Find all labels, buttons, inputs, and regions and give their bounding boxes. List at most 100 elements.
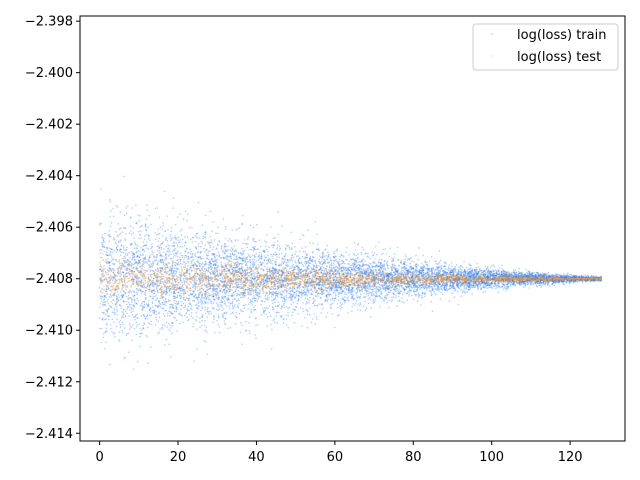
train-point: [556, 277, 558, 279]
train-point: [318, 255, 321, 257]
train-point: [412, 298, 415, 301]
train-point: [462, 282, 465, 284]
train-point: [267, 316, 269, 318]
train-point: [382, 248, 385, 251]
train-point: [254, 334, 257, 336]
train-point: [99, 302, 102, 305]
train-point: [136, 324, 139, 326]
train-point: [267, 295, 269, 297]
train-point: [351, 305, 354, 308]
train-point: [174, 235, 177, 237]
train-point: [223, 320, 226, 322]
train-point: [551, 275, 553, 278]
train-point: [349, 290, 351, 293]
train-point: [231, 311, 234, 314]
train-point: [202, 237, 204, 240]
train-point: [118, 339, 120, 341]
train-point: [164, 301, 166, 304]
train-point: [179, 314, 182, 316]
train-point: [119, 324, 122, 326]
train-point: [350, 270, 352, 272]
train-point: [540, 281, 542, 284]
train-point: [311, 290, 314, 293]
train-point: [181, 314, 183, 317]
train-point: [389, 247, 391, 249]
train-point: [472, 284, 474, 287]
train-point: [166, 312, 169, 315]
train-point: [268, 311, 271, 314]
train-point: [264, 295, 267, 297]
train-point: [101, 304, 104, 306]
train-point: [129, 225, 132, 227]
train-point: [364, 260, 366, 262]
train-point: [218, 282, 221, 285]
train-point: [406, 287, 408, 289]
train-point: [369, 299, 372, 301]
train-point: [170, 291, 173, 293]
train-point: [397, 295, 400, 298]
train-point: [267, 250, 269, 253]
train-point: [348, 288, 350, 291]
train-point: [384, 269, 387, 272]
train-point: [161, 267, 164, 270]
train-point: [346, 297, 349, 300]
train-point: [130, 291, 133, 294]
train-point: [109, 305, 111, 307]
train-point: [285, 244, 288, 246]
train-point: [358, 286, 360, 289]
train-point: [229, 280, 232, 283]
train-point: [260, 283, 262, 286]
train-point: [502, 288, 505, 291]
train-point: [182, 321, 184, 324]
train-point: [199, 237, 201, 239]
train-point: [235, 311, 237, 314]
train-point: [136, 297, 139, 300]
train-point: [390, 289, 393, 292]
train-point: [333, 253, 336, 255]
train-point: [165, 258, 167, 261]
train-point: [144, 279, 147, 282]
train-point: [217, 303, 219, 306]
train-point: [164, 265, 166, 267]
train-point: [304, 317, 306, 319]
train-point: [161, 286, 163, 288]
train-point: [358, 305, 361, 307]
train-point: [156, 290, 159, 293]
train-point: [436, 271, 438, 274]
train-point: [371, 288, 373, 291]
train-point: [110, 210, 112, 212]
train-point: [190, 262, 193, 265]
train-point: [132, 310, 134, 312]
train-point: [434, 268, 437, 271]
train-point: [253, 259, 256, 261]
train-point: [335, 283, 338, 286]
train-point: [278, 311, 280, 314]
train-point: [567, 278, 570, 281]
train-point: [255, 317, 257, 320]
train-point: [319, 256, 322, 259]
train-point: [431, 310, 434, 313]
train-point: [206, 331, 208, 334]
train-point: [197, 293, 200, 295]
train-point: [242, 214, 244, 217]
train-point: [384, 273, 387, 275]
train-point: [386, 274, 388, 277]
train-point: [373, 260, 375, 263]
train-point: [306, 313, 309, 316]
train-point: [237, 239, 239, 241]
train-point: [564, 275, 566, 278]
train-point: [217, 304, 219, 307]
train-point: [215, 290, 218, 292]
train-point: [302, 265, 305, 268]
train-point: [312, 252, 314, 254]
train-point: [216, 319, 218, 322]
train-point: [312, 298, 315, 301]
train-point: [446, 279, 449, 282]
train-point: [426, 280, 429, 283]
train-point: [424, 281, 426, 283]
train-point: [150, 223, 152, 226]
train-point: [305, 303, 307, 305]
train-point: [422, 277, 425, 280]
train-point: [285, 318, 288, 320]
